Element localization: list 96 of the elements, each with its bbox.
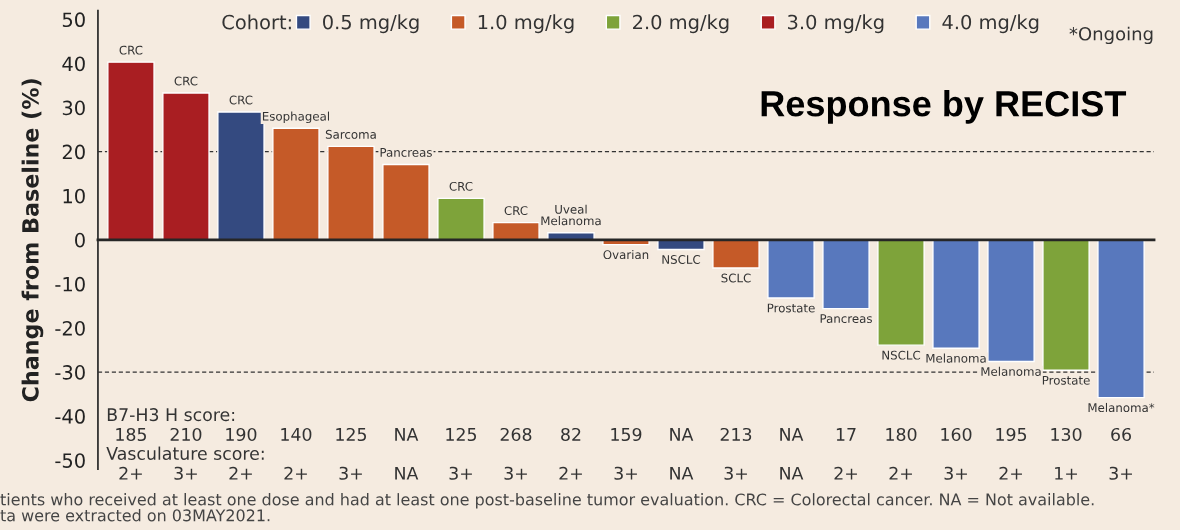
y-tick-label: 0: [75, 232, 85, 248]
bar: [1097, 239, 1145, 399]
bar: [272, 127, 320, 241]
annotation: 125: [336, 427, 367, 442]
bar: [932, 239, 980, 349]
y-tick-label: -30: [55, 365, 85, 380]
annotation: NA: [780, 466, 804, 480]
x-tick-label: CRC: [504, 206, 528, 216]
legend-label: 4.0 mg/kg: [942, 14, 1039, 34]
annotation: 2+: [284, 466, 307, 480]
annotation: 180: [886, 427, 917, 442]
y-tick-label: 20: [62, 144, 85, 160]
annotation: NA: [395, 428, 419, 441]
annotation: 185: [116, 427, 146, 442]
x-tick-label: Melanoma*: [1088, 402, 1155, 413]
annotation: 190: [226, 427, 257, 442]
bar: [987, 239, 1035, 363]
y-tick-label: 50: [62, 12, 85, 28]
annotation: 268: [500, 427, 532, 442]
annotation: 3+: [1109, 466, 1132, 480]
x-tick-label: Uveal Melanoma: [541, 204, 601, 226]
annotation: 1+: [1055, 466, 1077, 480]
text: Response by RECIST: [761, 90, 1127, 124]
x-tick-label: NSCLC: [882, 350, 921, 360]
bar: [822, 239, 870, 310]
annotation: 66: [1111, 427, 1131, 442]
annotation: 2+: [229, 466, 252, 480]
annotation: 2+: [889, 466, 912, 480]
bar: [162, 92, 210, 241]
x-tick-label: Melanoma: [981, 366, 1041, 376]
y-tick-label: 30: [62, 100, 85, 116]
y-tick-label: -40: [55, 409, 85, 424]
annotation: 3+: [614, 466, 637, 480]
x-tick-label: CRC: [229, 95, 253, 105]
x-tick-label: Esophageal: [262, 111, 330, 124]
legend-label: 3.0 mg/kg: [788, 14, 884, 34]
annotation: NA: [395, 466, 419, 480]
annotation: 82: [561, 427, 581, 442]
annotation: 2+: [834, 466, 857, 480]
text: ta were extracted on 03MAY2021.: [0, 509, 270, 522]
annotation: 3+: [174, 466, 197, 480]
annotation: NA: [670, 466, 694, 480]
bar: [327, 145, 375, 241]
x-tick-label: CRC: [449, 181, 473, 191]
bar: [217, 111, 265, 241]
annotation: 2+: [559, 466, 582, 480]
annotation: 210: [170, 427, 202, 442]
x-tick-label: Prostate: [1042, 375, 1090, 385]
annotation: 3+: [339, 466, 362, 480]
annotation: 195: [996, 427, 1027, 442]
y-axis-title: Change from Baseline (%): [21, 79, 44, 402]
x-tick-label: Melanoma: [926, 353, 986, 363]
legend-label: 2.0 mg/kg: [633, 14, 729, 34]
annotation: 140: [281, 427, 312, 442]
bar: [437, 197, 485, 241]
y-tick-label: -10: [55, 276, 85, 292]
annotation: 159: [611, 427, 642, 442]
annotation: 160: [941, 427, 972, 442]
x-tick-label: Ovarian: [603, 249, 649, 260]
x-tick-label: Sarcoma: [325, 129, 376, 139]
y-tick-label: -20: [55, 320, 85, 336]
y-tick-label: -50: [55, 453, 85, 468]
x-tick-label: Prostate: [767, 303, 815, 313]
annotation: NA: [780, 428, 804, 441]
annotation: Vasculature score:: [106, 446, 264, 460]
x-tick-label: CRC: [119, 45, 143, 55]
bar: [1042, 239, 1090, 372]
bar: [107, 61, 155, 241]
annotation: 3+: [504, 466, 527, 480]
legend-label: 0.5 mg/kg: [323, 14, 419, 34]
annotation: *Ongoing: [1069, 26, 1153, 45]
legend-label: 1.0 mg/kg: [478, 14, 574, 34]
annotation: 2+: [999, 466, 1022, 480]
x-tick-label: Pancreas: [380, 148, 432, 157]
bar: [712, 239, 760, 269]
annotation: 130: [1051, 427, 1082, 442]
annotation: 17: [836, 428, 856, 441]
y-tick-label: 40: [62, 56, 85, 72]
annotation: 2+: [119, 466, 142, 480]
annotation: NA: [670, 428, 694, 441]
bar: [767, 239, 815, 299]
text: tients who received at least one dose and had at least one post-baseline tumor evaluation. CRC = Colorectal cancer. NA = Not available.: [0, 493, 1094, 509]
annotation: 3+: [944, 466, 967, 480]
annotation: 213: [720, 427, 752, 442]
x-tick-label: Pancreas: [820, 314, 872, 324]
annotation: 3+: [449, 466, 472, 480]
annotation: B7-H3 H score:: [107, 408, 235, 422]
annotation: 125: [446, 427, 477, 442]
bar: [382, 163, 430, 241]
x-tick-label: NSCLC: [662, 255, 701, 264]
bar: [877, 239, 925, 346]
annotation: 3+: [724, 466, 747, 480]
x-tick-label: SCLC: [721, 273, 751, 283]
y-tick-label: 10: [63, 188, 85, 204]
legend-title: Cohort:: [222, 14, 291, 30]
x-tick-label: CRC: [174, 76, 198, 86]
